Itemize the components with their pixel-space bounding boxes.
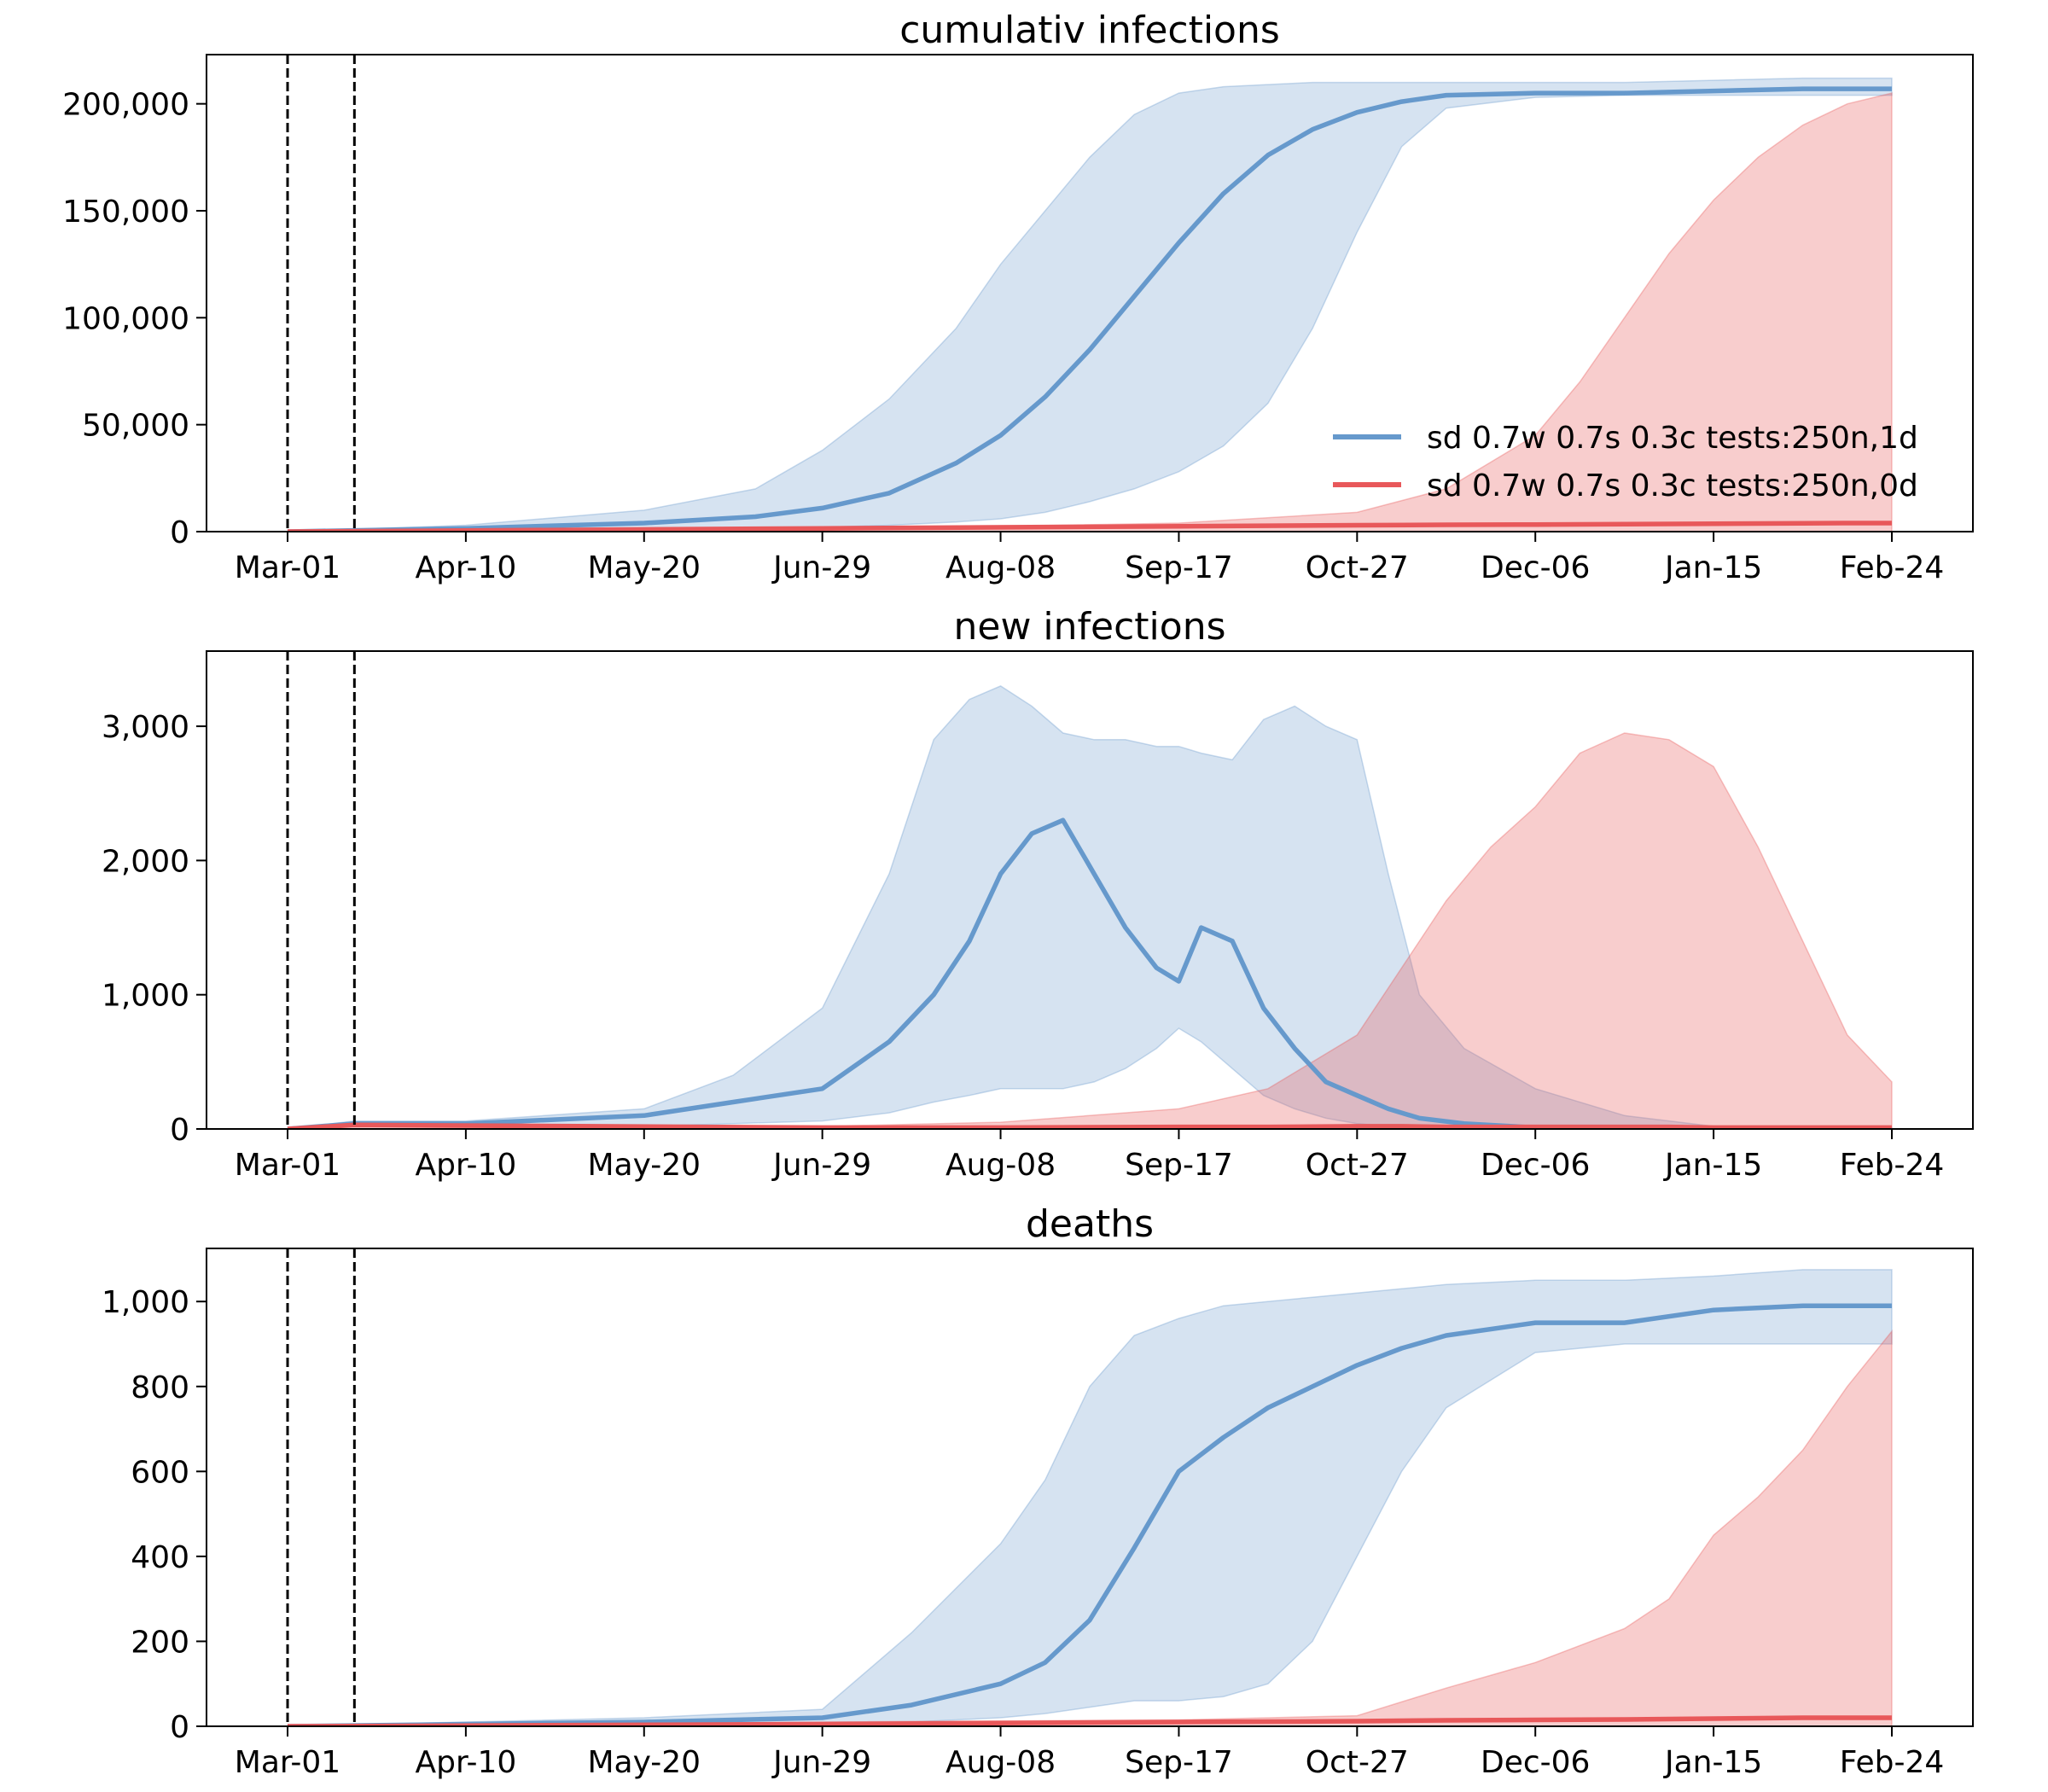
x-tick-label: Sep-17: [1125, 1148, 1233, 1183]
series-line-0: [287, 817, 1892, 1129]
x-tick-label: Aug-08: [945, 1148, 1056, 1183]
x-tick-label: Oct-27: [1306, 550, 1409, 585]
x-tick-label: Feb-24: [1840, 1148, 1945, 1183]
x-tick-label: Apr-10: [415, 1148, 516, 1183]
x-tick-label: May-20: [587, 1745, 701, 1780]
y-tick-label: 0: [170, 1113, 189, 1148]
x-tick-label: Apr-10: [415, 1745, 516, 1780]
x-tick-label: Apr-10: [415, 550, 516, 585]
x-tick-label: Dec-06: [1481, 1148, 1590, 1183]
x-tick-label: Feb-24: [1840, 1745, 1945, 1780]
plot-frame: [206, 650, 1974, 1130]
y-tick-label: 3,000: [102, 710, 189, 745]
plot-area: [287, 1269, 1893, 1726]
x-tick-label: Jan-15: [1663, 1148, 1762, 1183]
series-band-1: [287, 732, 1893, 1129]
y-tick-label: 50,000: [82, 409, 189, 444]
x-tick-label: Mar-01: [235, 1745, 340, 1780]
x-tick-label: Dec-06: [1481, 550, 1590, 585]
x-tick-label: Mar-01: [235, 550, 340, 585]
chart-title: new infections: [954, 605, 1226, 649]
series-band-1: [287, 92, 1893, 532]
y-tick-label: 2,000: [102, 844, 189, 879]
x-tick-label: May-20: [587, 1148, 701, 1183]
series-band-1: [287, 1329, 1893, 1726]
series-line-0: [287, 1303, 1892, 1726]
y-tick-label: 200,000: [62, 88, 189, 123]
y-tick-label: 200: [131, 1625, 189, 1660]
panel-0: cumulativ infections 0 50,000 100,000 150,00…: [62, 9, 1974, 585]
chart-title: deaths: [1026, 1202, 1154, 1246]
y-tick-label: 100,000: [62, 301, 189, 336]
legend: sd 0.7w 0.7s 0.3c tests:250n,1d sd 0.7w 0…: [1333, 421, 1918, 503]
y-tick-label: 0: [170, 515, 189, 550]
y-tick-label: 600: [131, 1455, 189, 1490]
y-tick-label: 800: [131, 1370, 189, 1405]
plot-area: [287, 685, 1893, 1129]
plot-frame: [206, 1248, 1974, 1727]
chart-title: cumulativ infections: [899, 9, 1280, 52]
x-tick-label: Jan-15: [1663, 550, 1762, 585]
series-line-0: [287, 86, 1892, 532]
x-tick-label: Jun-29: [771, 1148, 871, 1183]
y-tick-label: 150,000: [62, 195, 189, 230]
x-tick-label: Feb-24: [1840, 550, 1945, 585]
y-tick-label: 1,000: [102, 979, 189, 1014]
x-tick-label: Jan-15: [1663, 1745, 1762, 1780]
x-tick-label: Jun-29: [771, 550, 871, 585]
plot-frame: [206, 54, 1974, 532]
x-tick-label: Mar-01: [235, 1148, 340, 1183]
x-tick-label: Aug-08: [945, 1745, 1056, 1780]
x-tick-label: Oct-27: [1306, 1148, 1409, 1183]
y-tick-label: 400: [131, 1540, 189, 1575]
series-line-1: [287, 521, 1892, 532]
plot-area: [287, 77, 1893, 532]
legend-label-1: sd 0.7w 0.7s 0.3c tests:250n,0d: [1427, 468, 1918, 503]
legend-label-0: sd 0.7w 0.7s 0.3c tests:250n,1d: [1427, 421, 1918, 456]
x-tick-label: Dec-06: [1481, 1745, 1590, 1780]
x-tick-label: May-20: [587, 550, 701, 585]
series-line-1: [287, 1122, 1892, 1129]
x-tick-label: Sep-17: [1125, 550, 1233, 585]
series-line-1: [287, 1715, 1892, 1726]
x-tick-label: Aug-08: [945, 550, 1056, 585]
y-tick-label: 1,000: [102, 1285, 189, 1320]
panel-2: deaths 0 200 400 600 800 1,000 Mar-01 Apr-10 May-…: [102, 1202, 1974, 1780]
panel-1: new infections 0 1,000 2,000 3,000 Mar-01 Apr-…: [102, 605, 1974, 1183]
x-tick-label: Oct-27: [1306, 1745, 1409, 1780]
x-tick-label: Sep-17: [1125, 1745, 1233, 1780]
y-tick-label: 0: [170, 1710, 189, 1745]
x-tick-label: Jun-29: [771, 1745, 871, 1780]
